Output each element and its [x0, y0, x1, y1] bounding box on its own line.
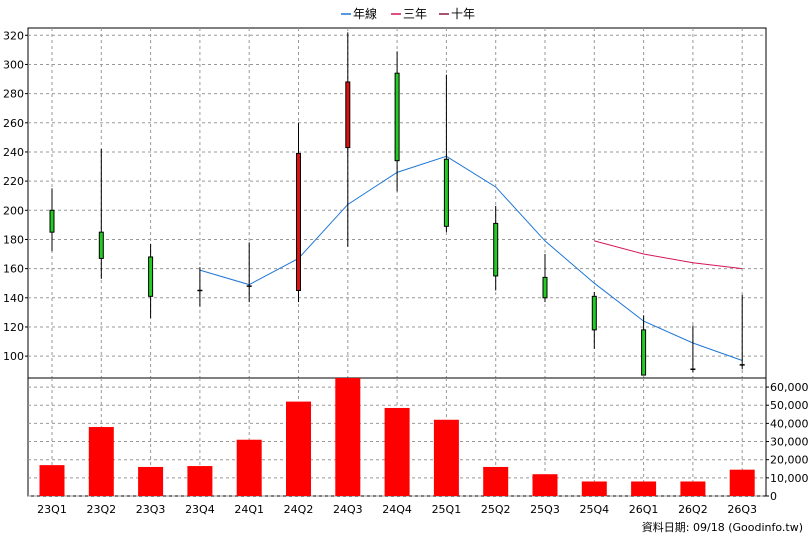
candle-body [493, 222, 499, 277]
x-tick-label: 24Q2 [284, 503, 314, 516]
volume-bar [39, 465, 65, 496]
volume-tick-label: 10,000 [770, 472, 808, 485]
volume-bars [39, 378, 755, 496]
x-tick-label: 26Q3 [727, 503, 757, 516]
x-tick-label: 24Q3 [333, 503, 363, 516]
volume-tick-label: 20,000 [770, 454, 808, 467]
candlesticks [49, 32, 745, 376]
volume-bar [581, 481, 607, 496]
x-tick-label: 24Q1 [234, 503, 264, 516]
candle-body [296, 152, 301, 291]
x-tick-label: 23Q2 [86, 503, 116, 516]
volume-tick-label: 50,000 [770, 399, 808, 412]
legend-label: 三年 [403, 7, 427, 21]
x-tick-label: 26Q1 [629, 503, 659, 516]
volume-bar [236, 439, 262, 496]
volume-tick-label: 30,000 [770, 436, 808, 449]
x-tick-label: 25Q4 [579, 503, 609, 516]
volume-bar [138, 466, 164, 496]
volume-bar [483, 466, 509, 496]
volume-bar [88, 427, 114, 496]
x-tick-label: 25Q2 [481, 503, 511, 516]
volume-bar [286, 401, 311, 496]
legend-label: 十年 [451, 7, 475, 21]
footer-source: 資料日期: 09/18 (Goodinfo.tw) [642, 520, 803, 534]
candle-body [345, 81, 351, 149]
volume-bar [187, 466, 213, 496]
candle-body [591, 295, 597, 331]
price-tick-label: 140 [3, 292, 24, 305]
price-tick-label: 220 [3, 175, 24, 188]
volume-bar [729, 469, 755, 496]
candle-body [443, 158, 449, 227]
candle-body [49, 209, 55, 233]
volume-bar [532, 474, 558, 496]
price-tick-label: 320 [3, 29, 24, 42]
legend-label: 年線 [353, 6, 377, 21]
moving-average-lines [199, 155, 743, 361]
x-tick-label: 23Q3 [136, 503, 166, 516]
price-tick-label: 280 [3, 88, 24, 101]
volume-tick-label: 0 [770, 490, 777, 503]
x-tick-label: 23Q1 [37, 503, 67, 516]
price-tick-label: 180 [3, 233, 24, 246]
candle-body [542, 276, 548, 299]
price-tick-label: 300 [3, 58, 24, 71]
price-tick-label: 260 [3, 117, 24, 130]
price-tick-label: 120 [3, 321, 24, 334]
volume-bar [384, 407, 410, 496]
volume-bar [680, 481, 706, 496]
candle-body [148, 256, 154, 297]
volume-axis-ticks: 0 10,000 20,000 30,000 40,000 50,000 60,000 [766, 381, 808, 503]
price-tick-label: 200 [3, 204, 24, 217]
candle-body [641, 329, 647, 376]
volume-tick-label: 60,000 [770, 381, 808, 394]
volume-bar [433, 419, 459, 496]
price-tick-label: 240 [3, 146, 24, 159]
x-axis-labels: 23Q1 23Q2 23Q3 23Q4 24Q1 24Q2 24Q3 24Q4 25Q1 25Q2… [37, 503, 757, 516]
price-tick-label: 100 [3, 350, 24, 363]
price-axis-ticks: 100 120 140 160 180 200 220 240 260 280 300 320 [3, 29, 28, 363]
volume-bar [631, 481, 657, 496]
price-panel: 100 120 140 160 180 200 220 240 260 280 300 320 [3, 27, 767, 379]
x-tick-label: 24Q4 [382, 503, 412, 516]
volume-panel: 0 10,000 20,000 30,000 40,000 50,000 60,000 [27, 377, 808, 503]
x-tick-label: 23Q4 [185, 503, 215, 516]
legend: 年線 三年 十年 [341, 6, 475, 21]
price-tick-label: 160 [3, 263, 24, 276]
annual-line [199, 155, 743, 361]
x-tick-label: 25Q3 [530, 503, 560, 516]
candle-body [394, 72, 400, 162]
volume-bar [335, 378, 361, 496]
volume-tick-label: 40,000 [770, 417, 808, 430]
x-tick-label: 25Q1 [432, 503, 462, 516]
three-year-line [594, 240, 743, 270]
candle-body [98, 231, 104, 259]
x-tick-label: 26Q2 [678, 503, 708, 516]
